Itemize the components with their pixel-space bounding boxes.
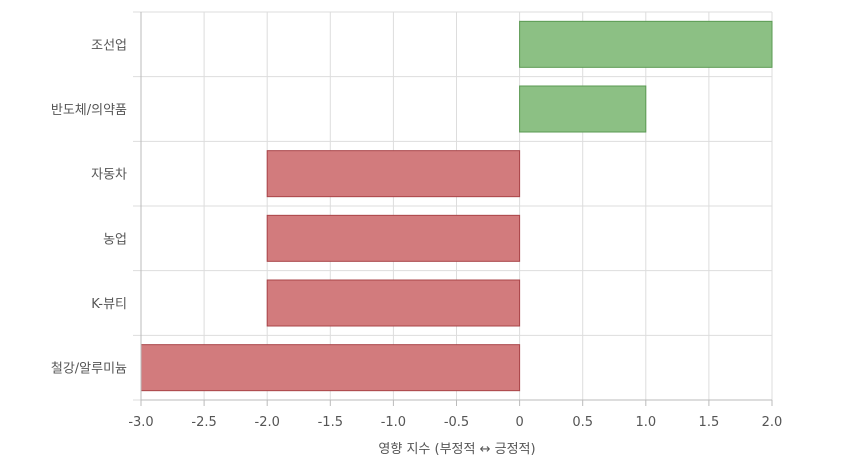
x-tick-label: -2.5 (191, 415, 216, 430)
x-tick-label: 0.5 (572, 415, 593, 430)
x-tick-label: 0 (515, 415, 523, 430)
bar-negative (266, 214, 521, 262)
category-label: 자동차 (91, 168, 127, 183)
x-tick-labels: -3.0 -2.5 -2.0 -1.5 -1.0 -0.5 0 0.5 1.0 1.5 2.0 (128, 415, 782, 430)
x-tick-label: -1.0 (381, 415, 406, 430)
bar-positive (519, 20, 773, 68)
x-tick-label: -2.0 (255, 415, 280, 430)
category-label: K-뷰티 (91, 297, 127, 312)
x-tick-label: 1.5 (699, 415, 720, 430)
category-label: 조선업 (91, 38, 127, 53)
axes (140, 12, 773, 406)
bar-positive (519, 85, 647, 133)
bar-negative (140, 344, 521, 392)
bar-negative (266, 279, 521, 327)
bar-negative (266, 150, 521, 198)
grid-lines (133, 11, 773, 401)
bars (140, 20, 773, 392)
x-tick-label: -0.5 (444, 415, 469, 430)
category-label: 철강/알루미늄 (51, 362, 127, 377)
x-tick-label: -1.5 (318, 415, 343, 430)
x-axis-title: 영향 지수 (부정적 ↔ 긍정적) (378, 442, 535, 457)
x-tick-label: 2.0 (762, 415, 783, 430)
x-tick-label: 1.0 (635, 415, 656, 430)
category-label: 농업 (103, 232, 127, 247)
x-tick-label: -3.0 (128, 415, 153, 430)
category-label: 반도체/의약품 (51, 103, 127, 118)
